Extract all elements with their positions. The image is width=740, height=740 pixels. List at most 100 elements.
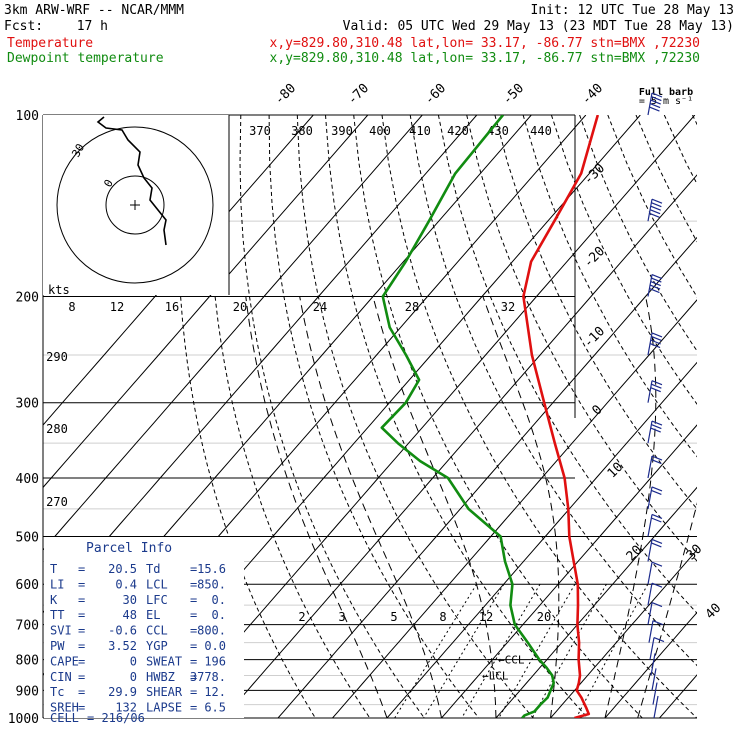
wind-barb-flag-250-3 — [649, 342, 661, 349]
fcst-value: 17 h — [77, 19, 108, 34]
parcel-eq: = — [190, 685, 197, 699]
hodograph-scale-16: 16 — [165, 300, 179, 314]
wind-barb-flag-150-3 — [649, 209, 661, 215]
wind-barb-flag-150-2 — [650, 205, 661, 211]
hodograph-scale-24: 24 — [313, 300, 327, 314]
pressure-tick-1000: 1000 — [8, 712, 39, 727]
parcel-eq: = — [190, 562, 197, 576]
wind-barb-flag-400-1 — [651, 459, 662, 465]
wind-barb-flag-150-0 — [651, 198, 663, 204]
dewpoint-legend: Dewpoint temperature — [7, 51, 164, 66]
parcel-key-pw: PW — [50, 639, 65, 653]
parcel-info-box: Parcel Info T = 20.5 Td = 15.6LI = 0.4 LCL = 850.K… — [44, 537, 244, 725]
wind-barb-staff-850 — [650, 653, 656, 676]
parcel-value-li: 0.4 — [115, 577, 137, 591]
wind-barb-flag-350-2 — [650, 427, 661, 433]
parcel-value-lfc: 0. — [212, 593, 226, 607]
parcel-eq: = — [190, 701, 197, 715]
isotherm-label-40: 40 — [703, 601, 725, 623]
wind-barb-flag-100-0 — [651, 92, 663, 98]
wind-barb-flag-500-1 — [651, 517, 662, 523]
wind-barb-flag-300-1 — [651, 383, 662, 389]
hodograph-ring-inner — [105, 175, 165, 235]
isotherm-label--80: -80 — [272, 81, 299, 108]
parcel-eq: = — [190, 639, 197, 653]
parcel-key-cape: CAPE — [50, 654, 79, 668]
pressure-tick-600: 600 — [16, 578, 39, 593]
wind-barb-flag-500-0 — [651, 513, 663, 520]
wind-barb-350 — [647, 420, 663, 444]
parcel-key-ygp: YGP — [146, 639, 168, 653]
parcel-eq: = — [78, 639, 85, 653]
parcel-key-hwbz: HWBZ — [146, 670, 175, 684]
lcl-label: ←LCL — [482, 669, 509, 682]
parcel-value-cin: 0 — [130, 670, 137, 684]
wind-barb-flag-250-1 — [651, 335, 662, 342]
hodograph-scale-32: 32 — [501, 300, 515, 314]
parcel-key-td: Td — [146, 562, 160, 576]
ccl-label: ←CCL — [498, 654, 525, 667]
moist-adiabat-36 — [637, 502, 697, 718]
wind-barb-flag-350-0 — [651, 420, 663, 426]
moist-adiabat-0 — [299, 296, 442, 718]
wind-barb-flag-350-1 — [651, 424, 662, 430]
dry-adiabat-250 — [177, 115, 316, 718]
dry-adiabat-350 — [466, 115, 697, 562]
parcel-value-lcl: 850. — [197, 577, 226, 591]
isotherm-label-0: 0 — [589, 402, 605, 418]
dewpoint-location-info: x,y=829.80,310.48 lat,lon= 33.17, -86.77… — [270, 51, 700, 66]
isotherm-label--60: -60 — [422, 81, 449, 108]
pressure-tick-100: 100 — [16, 109, 39, 124]
dry-adiabat-430 — [692, 115, 697, 126]
pressure-tick-700: 700 — [16, 619, 39, 634]
barb-title: Full barb — [639, 87, 693, 98]
isotherm-label-30: 30 — [684, 542, 706, 564]
pressure-tick-400: 400 — [16, 472, 39, 487]
parcel-value-pw: 3.52 — [108, 639, 137, 653]
wind-barb-650 — [647, 582, 663, 606]
hodograph-kts-label: kts — [48, 283, 70, 297]
wind-barb-700 — [647, 602, 663, 625]
model-title: 3km ARW-WRF -- NCAR/MMM — [4, 3, 184, 18]
parcel-value-cape: 0 — [130, 654, 137, 668]
parcel-value-shear: 12. — [204, 685, 226, 699]
parcel-value-el: 0. — [212, 608, 226, 622]
pressure-tick-200: 200 — [16, 291, 39, 306]
wind-barb-staff-300 — [647, 380, 653, 403]
pressure-tick-800: 800 — [16, 654, 39, 669]
wind-barb-300 — [647, 380, 663, 403]
hodograph-scale-20: 20 — [233, 300, 247, 314]
wind-barb-750 — [648, 620, 664, 643]
mixing-ratio-2 — [394, 583, 478, 718]
mixing-ratio-5 — [461, 583, 541, 718]
wind-barb-flag-750-0 — [652, 620, 664, 626]
sounding-traces — [380, 115, 600, 718]
wind-barb-850 — [650, 653, 656, 676]
wind-barb-flag-250-2 — [650, 339, 661, 345]
temperature-legend: Temperature — [7, 36, 93, 51]
parcel-info-background — [44, 537, 244, 718]
theta-label-410: 410 — [409, 124, 431, 138]
parcel-value-svi: -0.6 — [108, 624, 137, 638]
isotherm-20 — [550, 549, 697, 718]
wind-barb-staff-800 — [649, 637, 655, 660]
mixing-ratio-20 — [575, 583, 649, 718]
parcel-eq: = — [190, 624, 197, 638]
parcel-eq: = — [78, 685, 85, 699]
parcel-key-li: LI — [50, 577, 64, 591]
parcel-cell-key: CELL — [50, 711, 79, 725]
isotherm-label-10: 10 — [605, 460, 627, 482]
parcel-eq: = — [190, 593, 197, 607]
hodograph — [43, 115, 230, 295]
parcel-key-tc: Tc — [50, 685, 64, 699]
parcel-eq: = — [78, 593, 85, 607]
wind-barb-1000 — [653, 695, 659, 719]
isotherm-50 — [714, 115, 740, 718]
wind-barb-450 — [647, 486, 663, 509]
theta-side-label-280: 280 — [46, 422, 68, 436]
mixing-ratio-label-20: 20 — [537, 610, 551, 624]
parcel-value-tc: 29.9 — [108, 685, 137, 699]
isotherm-30 — [604, 611, 697, 718]
wind-barb-flag-300-0 — [651, 380, 663, 386]
dry-adiabat-440 — [721, 115, 740, 718]
